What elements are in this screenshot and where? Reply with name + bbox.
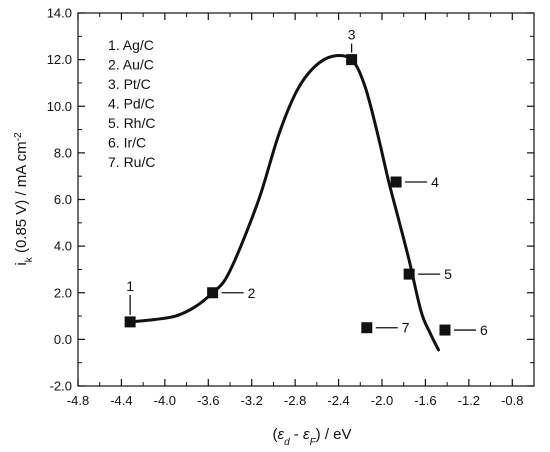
data-point-label-4: 4 bbox=[431, 174, 439, 190]
y-tick-label: -2.0 bbox=[50, 379, 72, 394]
legend-entry: 4. Pd/C bbox=[108, 96, 155, 112]
y-tick-label: 2.0 bbox=[54, 285, 72, 300]
y-axis-title-i: i bbox=[13, 262, 30, 265]
legend-entry: 6. Ir/C bbox=[108, 135, 146, 151]
data-point-label-3: 3 bbox=[348, 27, 356, 43]
data-markers bbox=[124, 54, 451, 336]
y-tick-label: 4.0 bbox=[54, 239, 72, 254]
data-point-marker-2 bbox=[207, 287, 219, 299]
data-point-label-6: 6 bbox=[480, 322, 488, 338]
legend-entry: 2. Au/C bbox=[108, 57, 154, 73]
x-axis-title-unit: ) / eV bbox=[316, 426, 352, 443]
legend: 1. Ag/C 2. Au/C 3. Pt/C 4. Pd/C 5. Rh/C 6. Ir… bbox=[108, 37, 155, 170]
y-tick-label: 12.0 bbox=[47, 52, 72, 67]
x-tick-label: -4.8 bbox=[67, 393, 89, 408]
data-point-labels: 1 2 3 4 5 6 7 bbox=[126, 27, 488, 338]
x-axis-title: (εd - εF) / eV bbox=[272, 426, 351, 448]
y-tick-label: 8.0 bbox=[54, 145, 72, 160]
y-axis-title-exp: -2 bbox=[13, 132, 24, 141]
data-point-marker-6 bbox=[439, 324, 451, 336]
x-tick-label: -1.6 bbox=[414, 393, 436, 408]
x-axis-title-eps-d: ε bbox=[277, 426, 284, 443]
x-tick-label: -3.6 bbox=[197, 393, 219, 408]
x-tick-label: -2.0 bbox=[371, 393, 393, 408]
x-axis-title-sub-f: F bbox=[310, 437, 317, 448]
x-tick-label: -3.2 bbox=[241, 393, 263, 408]
x-axis-title-minus: - bbox=[290, 426, 303, 443]
data-point-marker-3 bbox=[346, 54, 358, 66]
y-tick-label: 10.0 bbox=[47, 99, 72, 114]
y-axis-title: ik (0.85 V) / mA cm-2 bbox=[13, 132, 35, 266]
x-tick-label: -2.8 bbox=[284, 393, 306, 408]
y-axis-title-main: (0.85 V) / mA cm bbox=[13, 141, 30, 257]
y-tick-label: 0.0 bbox=[54, 332, 72, 347]
x-tick-label: -2.4 bbox=[327, 393, 349, 408]
legend-entry: 1. Ag/C bbox=[108, 37, 154, 53]
x-tick-label: -0.8 bbox=[501, 393, 523, 408]
x-tick-label: -4.4 bbox=[110, 393, 132, 408]
data-point-marker-4 bbox=[390, 176, 402, 188]
data-point-label-2: 2 bbox=[248, 285, 256, 301]
data-point-label-5: 5 bbox=[444, 266, 452, 282]
y-axis-title-sub-k: k bbox=[24, 256, 35, 262]
data-point-marker-7 bbox=[361, 322, 373, 334]
data-point-label-7: 7 bbox=[402, 320, 410, 336]
x-tick-label: -4.0 bbox=[154, 393, 176, 408]
data-point-marker-5 bbox=[403, 268, 415, 280]
legend-entry: 7. Ru/C bbox=[108, 154, 155, 170]
x-axis-title-eps-f: ε bbox=[303, 426, 310, 443]
data-point-label-1: 1 bbox=[126, 278, 134, 294]
volcano-curve bbox=[128, 53, 440, 352]
data-point-marker-1 bbox=[124, 316, 136, 328]
y-tick-label: 14.0 bbox=[47, 6, 72, 21]
legend-entry: 5. Rh/C bbox=[108, 115, 155, 131]
axis-tick-labels: -4.8 -4.4 -4.0 -3.6 -3.2 -2.8 -2.4 -2.0 -1.6 -1.2… bbox=[47, 6, 524, 409]
x-axis-title-sub-d: d bbox=[284, 437, 290, 448]
axis-ticks bbox=[77, 12, 535, 387]
x-axis-title-open: ( bbox=[272, 426, 277, 443]
x-tick-label: -1.2 bbox=[458, 393, 480, 408]
legend-entry: 3. Pt/C bbox=[108, 76, 151, 92]
y-tick-label: 6.0 bbox=[54, 192, 72, 207]
